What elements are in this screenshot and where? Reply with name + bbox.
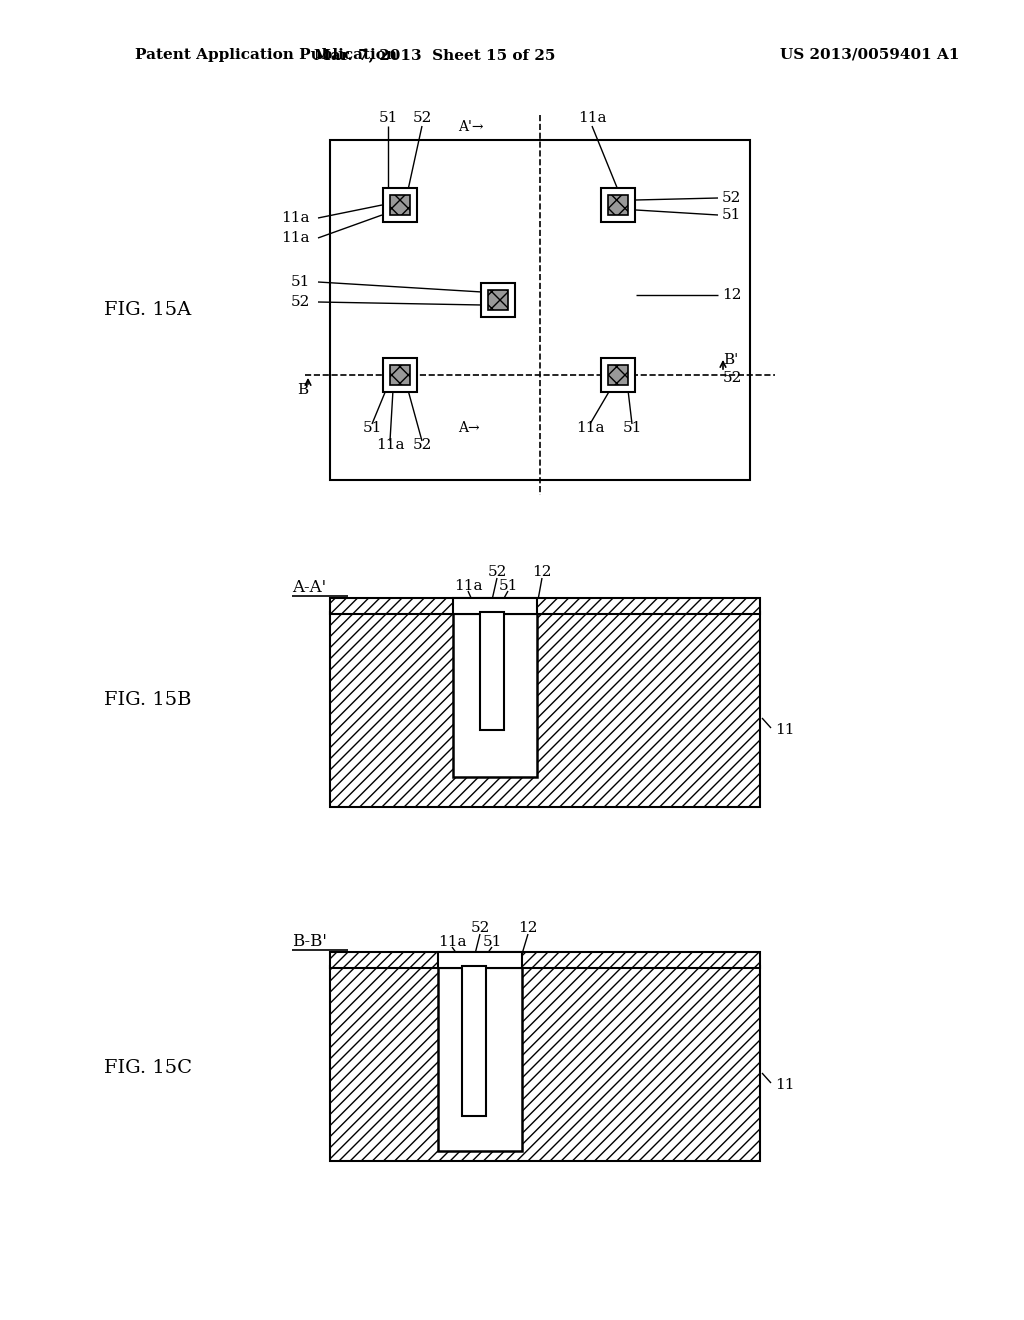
Text: Mar. 7, 2013  Sheet 15 of 25: Mar. 7, 2013 Sheet 15 of 25 <box>314 48 556 62</box>
Bar <box>438 952 522 968</box>
Text: 52: 52 <box>487 565 507 579</box>
Text: 11a: 11a <box>578 111 606 125</box>
Bar <box>390 366 410 385</box>
Text: 52: 52 <box>723 371 742 385</box>
Bar <box>390 195 410 215</box>
Text: 11a: 11a <box>282 231 310 246</box>
Bar <box>480 612 504 730</box>
Bar <box>453 598 537 614</box>
Bar <box>383 358 417 392</box>
Text: 11a: 11a <box>454 579 482 593</box>
Bar <box>438 952 522 968</box>
Bar <box>330 612 760 807</box>
Bar <box>383 187 417 222</box>
Text: 52: 52 <box>413 111 432 125</box>
Text: FIG. 15C: FIG. 15C <box>104 1059 193 1077</box>
Bar <box>330 952 760 968</box>
Text: 52: 52 <box>413 438 432 451</box>
Text: 51: 51 <box>362 421 382 436</box>
Text: 51: 51 <box>291 275 310 289</box>
Bar <box>481 282 515 317</box>
Text: 51: 51 <box>378 111 397 125</box>
Text: 51: 51 <box>482 935 502 949</box>
Bar <box>608 195 628 215</box>
Text: 51: 51 <box>499 579 518 593</box>
Bar <box>330 966 760 1162</box>
Text: A'→: A'→ <box>458 120 483 135</box>
Text: 12: 12 <box>532 565 552 579</box>
Text: 11a: 11a <box>376 438 404 451</box>
Text: 11: 11 <box>775 1078 795 1092</box>
Text: FIG. 15B: FIG. 15B <box>104 690 191 709</box>
Bar <box>330 140 750 480</box>
Bar <box>438 966 522 1151</box>
Bar <box>488 290 508 310</box>
Bar <box>438 966 522 1151</box>
Bar <box>601 358 635 392</box>
Text: B-B': B-B' <box>292 933 327 950</box>
Text: 11a: 11a <box>437 935 466 949</box>
Bar <box>601 187 635 222</box>
Text: 11: 11 <box>775 723 795 737</box>
Text: 52: 52 <box>291 294 310 309</box>
Text: A→: A→ <box>458 421 479 436</box>
Text: B: B <box>297 383 308 397</box>
Text: 12: 12 <box>518 921 538 935</box>
Bar <box>453 612 537 777</box>
Text: 11a: 11a <box>282 211 310 224</box>
Text: US 2013/0059401 A1: US 2013/0059401 A1 <box>780 48 959 62</box>
Text: 52: 52 <box>470 921 489 935</box>
Bar <box>453 598 537 614</box>
Bar <box>330 598 760 614</box>
Text: FIG. 15A: FIG. 15A <box>104 301 191 319</box>
Text: 51: 51 <box>722 209 741 222</box>
Text: 11a: 11a <box>575 421 604 436</box>
Bar <box>608 366 628 385</box>
Bar <box>462 966 486 1115</box>
Text: B': B' <box>723 352 738 367</box>
Text: Patent Application Publication: Patent Application Publication <box>135 48 397 62</box>
Text: 52: 52 <box>722 191 741 205</box>
Bar <box>453 612 537 777</box>
Text: 51: 51 <box>623 421 642 436</box>
Text: 12: 12 <box>722 288 741 302</box>
Text: A-A': A-A' <box>292 579 326 597</box>
